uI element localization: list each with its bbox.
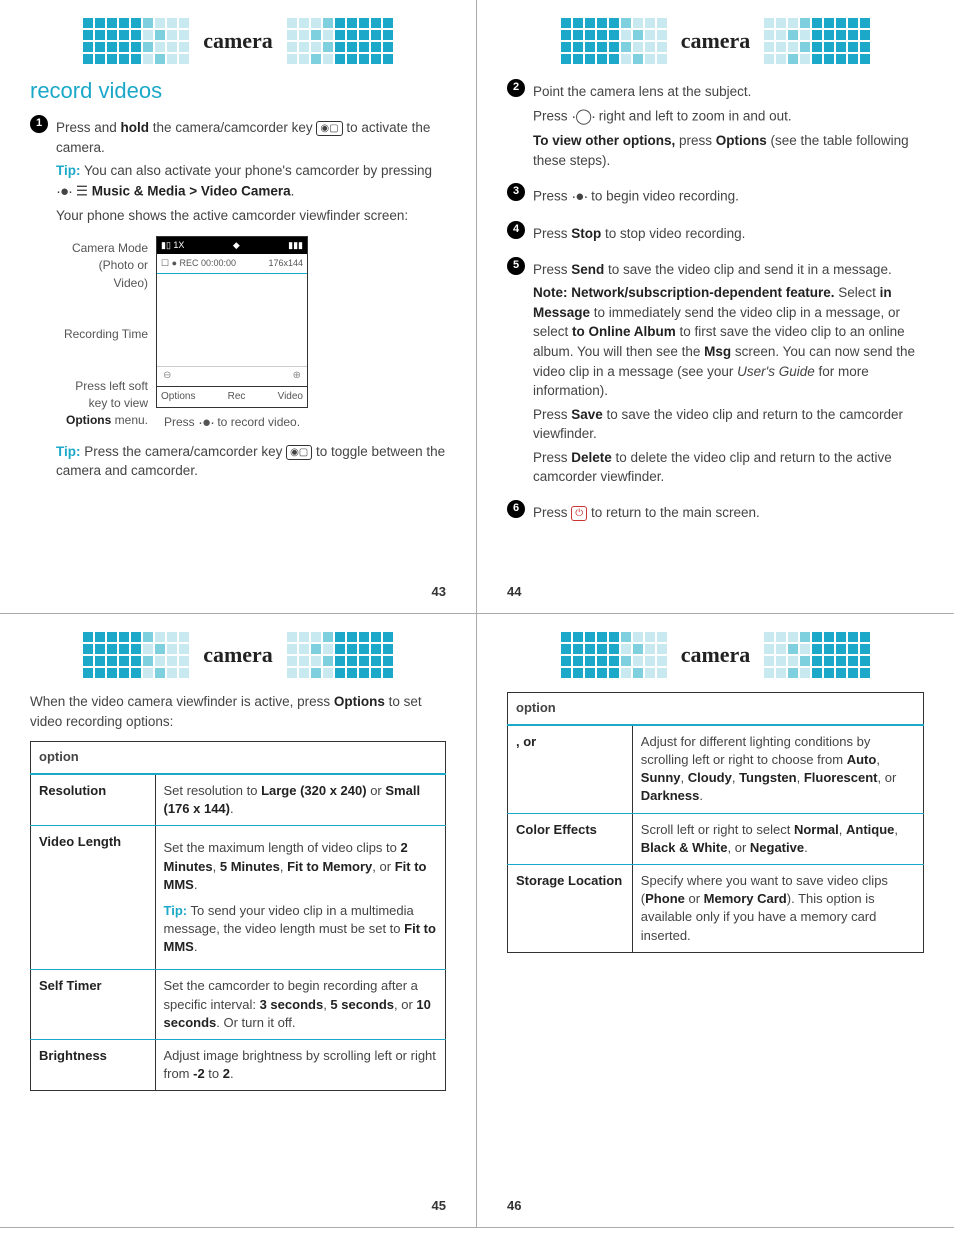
page-header: camera (507, 18, 924, 64)
camera-key-icon: ◉▢ (286, 445, 312, 460)
table-row: Self Timer Set the camcorder to begin re… (31, 970, 446, 1040)
header-deco-right (764, 18, 870, 64)
header-title: camera (681, 28, 751, 54)
page-header: camera (30, 632, 446, 678)
options-table: option , or Adjust for different lightin… (507, 692, 924, 953)
center-key-icon: ·●· (56, 181, 72, 203)
step-6: 6 Press ⏻ to return to the main screen. (507, 499, 924, 527)
header-deco-left (83, 632, 189, 678)
page-44: camera 2 Point the camera lens at the su… (477, 0, 954, 614)
header-deco-right (287, 18, 393, 64)
header-title: camera (203, 28, 273, 54)
viewfinder-figure: Camera Mode (Photo or Video) Recording T… (62, 236, 446, 434)
label-soft-key: Press left soft key to view Options menu… (62, 378, 148, 430)
label-recording-time: Recording Time (62, 326, 148, 343)
table-row: Video Length Set the maximum length of v… (31, 826, 446, 970)
step-5: 5 Press Send to save the video clip and … (507, 256, 924, 491)
table-row: , or Adjust for different lighting condi… (508, 725, 924, 813)
label-camera-mode: Camera Mode (Photo or Video) (62, 240, 148, 292)
page-43: camera record videos 1 Press and hold th… (0, 0, 477, 614)
step-2: 2 Point the camera lens at the subject. … (507, 78, 924, 174)
camera-key-icon: ◉▢ (316, 121, 342, 136)
page-number: 46 (507, 1198, 521, 1213)
manual-spread: camera record videos 1 Press and hold th… (0, 0, 954, 1228)
step-3: 3 Press ·●· to begin video recording. (507, 182, 924, 212)
page-46: camera option , or Adjust for different … (477, 614, 954, 1228)
menu-icon: ☰ (76, 183, 88, 198)
header-deco-left (561, 18, 667, 64)
page-45: camera When the video camera viewfinder … (0, 614, 477, 1228)
nav-key-icon: ·◯· (571, 106, 595, 128)
table-row: Color Effects Scroll left or right to se… (508, 813, 924, 864)
page-header: camera (30, 18, 446, 64)
table-row: Resolution Set resolution to Large (320 … (31, 774, 446, 826)
table-header: option (508, 693, 924, 725)
section-title: record videos (30, 78, 446, 104)
viewfinder-screen: ▮▯ 1X◆▮▮▮ ☐ ● REC 00:00:00176x144 ⊖⊕ Opt… (156, 236, 308, 408)
page-header: camera (507, 632, 924, 678)
page-number: 44 (507, 584, 521, 599)
options-table: option Resolution Set resolution to Larg… (30, 741, 446, 1091)
header-deco-right (287, 632, 393, 678)
table-row: Brightness Adjust image brightness by sc… (31, 1040, 446, 1091)
header-title: camera (203, 642, 273, 668)
step-1: 1 Press and hold the camera/camcorder ke… (30, 114, 446, 485)
viewfinder-caption: Press ·●· to record video. (156, 412, 308, 434)
step-4: 4 Press Stop to stop video recording. (507, 220, 924, 248)
table-row: Storage Location Specify where you want … (508, 864, 924, 952)
header-deco-left (83, 18, 189, 64)
page-number: 45 (432, 1198, 446, 1213)
end-key-icon: ⏻ (571, 506, 587, 521)
step-num-icon: 1 (30, 115, 48, 133)
header-title: camera (681, 642, 751, 668)
page-number: 43 (432, 584, 446, 599)
table-header: option (31, 742, 446, 774)
header-deco-left (561, 632, 667, 678)
center-key-icon: ·●· (571, 186, 587, 208)
header-deco-right (764, 632, 870, 678)
